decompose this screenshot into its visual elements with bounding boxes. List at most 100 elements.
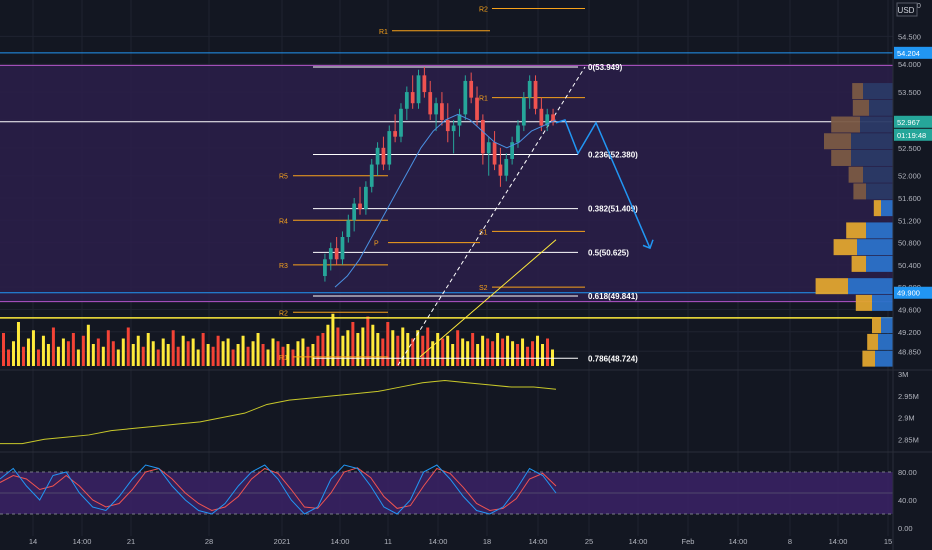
volume-bar bbox=[521, 338, 525, 366]
volume-bar bbox=[341, 335, 345, 366]
volume-profile-bar-left bbox=[873, 200, 881, 217]
cv-tick-label: 2.85M bbox=[898, 435, 919, 444]
price-badge-label: 52.967 bbox=[897, 118, 920, 127]
volume-bar bbox=[156, 349, 160, 366]
volume-bar bbox=[461, 338, 465, 366]
candle-body bbox=[481, 119, 485, 154]
volume-profile-bar-right bbox=[863, 83, 893, 100]
time-tick-label: 2021 bbox=[274, 537, 291, 546]
volume-bar bbox=[271, 338, 275, 366]
cv-tick-label: 2.9M bbox=[898, 414, 915, 423]
volume-bar bbox=[446, 335, 450, 366]
stochastic-panel[interactable] bbox=[0, 464, 893, 515]
candle-body bbox=[498, 164, 503, 176]
volume-profile-bar-right bbox=[851, 149, 893, 166]
volume-bar bbox=[386, 322, 390, 366]
volume-bar bbox=[276, 341, 280, 366]
volume-profile-bar-right bbox=[848, 278, 893, 295]
price-tick-label: 51.600 bbox=[898, 194, 921, 203]
price-tick-label: 49.600 bbox=[898, 305, 921, 314]
volume-bar bbox=[496, 333, 500, 366]
projection-arrow bbox=[555, 119, 651, 249]
candle-body bbox=[445, 119, 450, 132]
volume-bar bbox=[211, 346, 215, 366]
volume-bar bbox=[371, 324, 375, 366]
volume-bar bbox=[176, 346, 180, 366]
volume-bar bbox=[506, 335, 510, 366]
volume-bar bbox=[401, 327, 405, 366]
volume-profile-bar-left bbox=[831, 116, 860, 133]
volume-bar bbox=[21, 346, 25, 366]
price-panel[interactable]: 0(53.949) 0.236(52.380) 0.382(51.409) 0.5(5… bbox=[0, 6, 893, 367]
candle-body bbox=[364, 186, 368, 210]
volume-profile-bar-left bbox=[833, 239, 857, 256]
volume-bar bbox=[421, 335, 425, 366]
volume-bar bbox=[161, 338, 165, 366]
candle-body bbox=[545, 114, 550, 126]
volume-bar bbox=[196, 349, 200, 366]
candle-body bbox=[334, 248, 339, 260]
volume-bar bbox=[546, 338, 550, 366]
time-tick-label: 14:00 bbox=[529, 537, 548, 546]
time-tick-label: 14:00 bbox=[429, 537, 448, 546]
price-badge bbox=[894, 46, 932, 59]
volume-profile-bar-right bbox=[866, 255, 893, 272]
volume-bar bbox=[186, 341, 190, 366]
candle-body bbox=[340, 237, 345, 260]
volume-bar bbox=[96, 338, 100, 366]
volume-bar bbox=[76, 349, 80, 366]
candle-body bbox=[463, 80, 468, 115]
volume-bar bbox=[406, 333, 410, 366]
fib-level-label: 0.5(50.625) bbox=[588, 248, 629, 257]
volume-bar bbox=[531, 341, 535, 366]
cv-tick-label: 3M bbox=[898, 370, 908, 379]
fib-level-label: 0.786(48.724) bbox=[588, 354, 638, 363]
volume-bar bbox=[286, 344, 290, 366]
volume-bar bbox=[261, 344, 265, 366]
pivot-label: R5 bbox=[279, 174, 288, 181]
volume-profile-bar-left bbox=[862, 350, 875, 367]
volume-bar bbox=[431, 341, 435, 366]
cumulative-volume-panel[interactable] bbox=[0, 380, 557, 445]
time-tick-label: 14:00 bbox=[629, 537, 648, 546]
candle-body bbox=[323, 259, 327, 277]
volume-bar bbox=[526, 346, 530, 366]
volume-profile-bar-left bbox=[852, 99, 869, 116]
candle-body bbox=[381, 147, 386, 165]
volume-bar bbox=[116, 349, 120, 366]
volume-bar bbox=[216, 335, 220, 366]
time-tick-label: 18 bbox=[483, 537, 491, 546]
volume-bar bbox=[56, 346, 60, 366]
candle-body bbox=[533, 80, 538, 109]
volume-profile-bar-left bbox=[855, 294, 872, 311]
fib-level-label: 0.618(49.841) bbox=[588, 292, 638, 301]
volume-bar bbox=[26, 338, 30, 366]
volume-bar bbox=[426, 327, 430, 366]
pivot-label: S2 bbox=[479, 285, 488, 292]
volume-bar bbox=[511, 341, 515, 366]
volume-bar bbox=[121, 338, 125, 366]
time-tick-label: 21 bbox=[127, 537, 135, 546]
time-tick-label: 28 bbox=[205, 537, 213, 546]
volume-profile-bar-left bbox=[853, 183, 866, 200]
price-tick-label: 54.500 bbox=[898, 32, 921, 41]
volume-bar bbox=[476, 344, 480, 366]
volume-profile-bar-right bbox=[869, 99, 893, 116]
pivot-label: R1 bbox=[279, 355, 288, 362]
volume-profile-bar-left bbox=[846, 222, 866, 239]
volume-bar bbox=[366, 316, 370, 366]
time-tick-label: 14:00 bbox=[331, 537, 350, 546]
volume-bar bbox=[106, 330, 110, 366]
candle-body bbox=[486, 142, 491, 154]
volume-bar bbox=[231, 349, 235, 366]
volume-bar bbox=[141, 346, 145, 366]
volume-profile-bar-right bbox=[857, 239, 893, 256]
volume-bar bbox=[206, 344, 210, 366]
cumulative-volume-line bbox=[0, 380, 557, 445]
volume-bar bbox=[301, 338, 305, 366]
volume-profile-bar-right bbox=[881, 317, 893, 334]
volume-bar bbox=[516, 344, 520, 366]
time-tick-label: 15 bbox=[884, 537, 892, 546]
